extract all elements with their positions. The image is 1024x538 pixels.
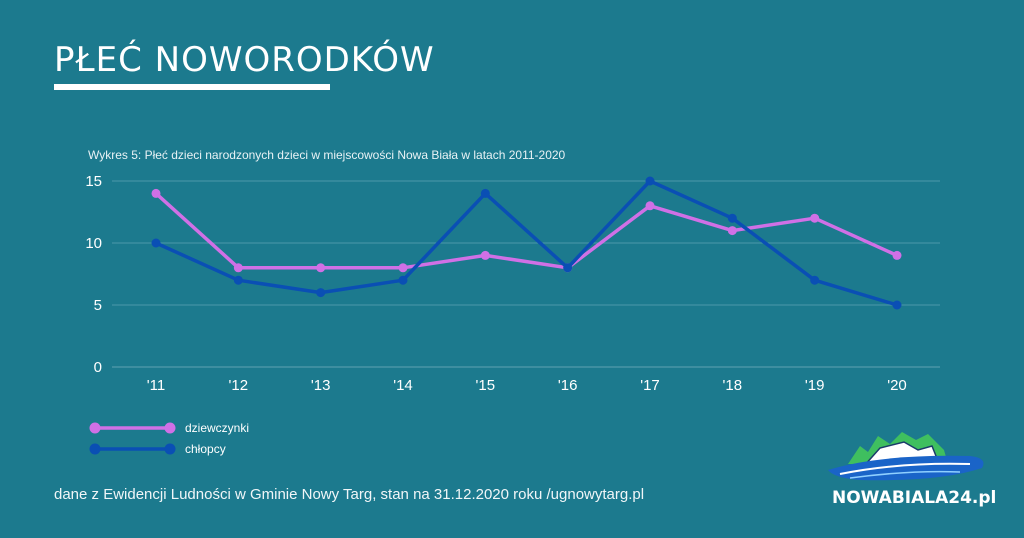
data-point (151, 188, 161, 198)
data-point (233, 263, 243, 273)
title-underline (54, 84, 330, 90)
x-tick-label: '11 (147, 377, 165, 394)
legend-marker (89, 422, 101, 434)
data-point (480, 188, 490, 198)
x-tick-label: '17 (640, 377, 660, 394)
data-point (316, 288, 326, 298)
data-point (727, 213, 737, 223)
data-point (810, 213, 820, 223)
data-point (645, 201, 655, 211)
y-tick-label: 10 (85, 235, 102, 252)
data-point (480, 250, 490, 260)
legend-marker (89, 443, 101, 455)
grid-layer (112, 180, 940, 368)
legend-marker (164, 443, 176, 455)
y-tick-label: 15 (85, 173, 102, 190)
x-tick-label: '12 (229, 377, 249, 394)
data-point (563, 263, 573, 273)
legend-label: dziewczynki (185, 421, 249, 435)
data-point (810, 275, 820, 285)
x-tick-label: '20 (887, 377, 907, 394)
data-point (892, 300, 902, 310)
legend: dziewczynki chłopcy (89, 421, 249, 456)
legend-label: chłopcy (185, 442, 226, 456)
data-point (892, 250, 902, 260)
legend-marker (164, 422, 176, 434)
series-line (154, 192, 898, 270)
x-tick-label: '19 (805, 377, 825, 394)
y-tick-label: 0 (94, 359, 102, 376)
data-point (233, 275, 243, 285)
x-tick-label: '13 (311, 377, 331, 394)
data-point (398, 275, 408, 285)
x-tick-label: '16 (558, 377, 578, 394)
y-tick-label: 5 (94, 297, 102, 314)
data-source-note: dane z Ewidencji Ludności w Gminie Nowy … (54, 486, 645, 503)
data-point (727, 226, 737, 236)
chart-title: Wykres 5: Płeć dzieci narodzonych dzieci… (88, 148, 566, 162)
data-point (398, 263, 408, 273)
x-tick-label: '15 (476, 377, 496, 394)
data-point (316, 263, 326, 273)
y-tick-labels: 0 5 10 15 (85, 173, 102, 376)
data-point (151, 238, 161, 248)
logo-mountain-icon (828, 432, 984, 481)
page-title: PŁEĆ NOWORODKÓW (54, 40, 435, 80)
logo-text: NOWABIALA24.pl (832, 488, 997, 508)
x-tick-label: '14 (393, 377, 413, 394)
series-line (155, 179, 898, 307)
data-point (645, 176, 655, 186)
x-tick-labels: '11 '12 '13 '14 '15 '16 '17 '18 '19 '20 (147, 377, 907, 394)
x-tick-label: '18 (723, 377, 743, 394)
series-layer (151, 176, 902, 310)
